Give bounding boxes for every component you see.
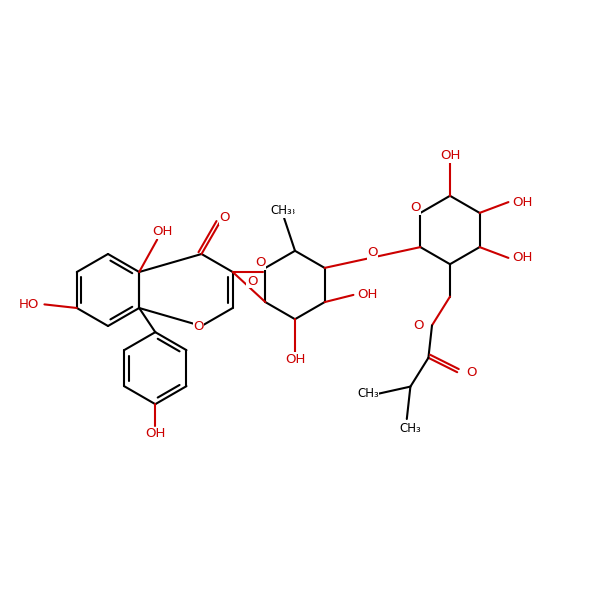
Text: O: O [410,202,421,214]
Text: CH₃: CH₃ [272,204,296,217]
Text: O: O [219,211,230,224]
Text: OH: OH [152,225,172,238]
Text: O: O [247,275,257,287]
Text: O: O [255,256,266,269]
Text: O: O [193,319,204,332]
Text: OH: OH [285,353,305,366]
Text: O: O [413,319,423,332]
Text: OH: OH [512,251,533,265]
Text: OH: OH [145,427,166,440]
Text: CH₃: CH₃ [271,202,292,215]
Text: OH: OH [512,196,533,209]
Text: O: O [367,246,378,259]
Text: O: O [466,365,476,379]
Text: HO: HO [19,298,40,311]
Text: CH₃: CH₃ [271,204,292,217]
Text: CH₃: CH₃ [357,388,379,400]
Text: OH: OH [440,149,460,162]
Text: OH: OH [357,289,377,301]
Text: CH₃: CH₃ [399,422,421,436]
